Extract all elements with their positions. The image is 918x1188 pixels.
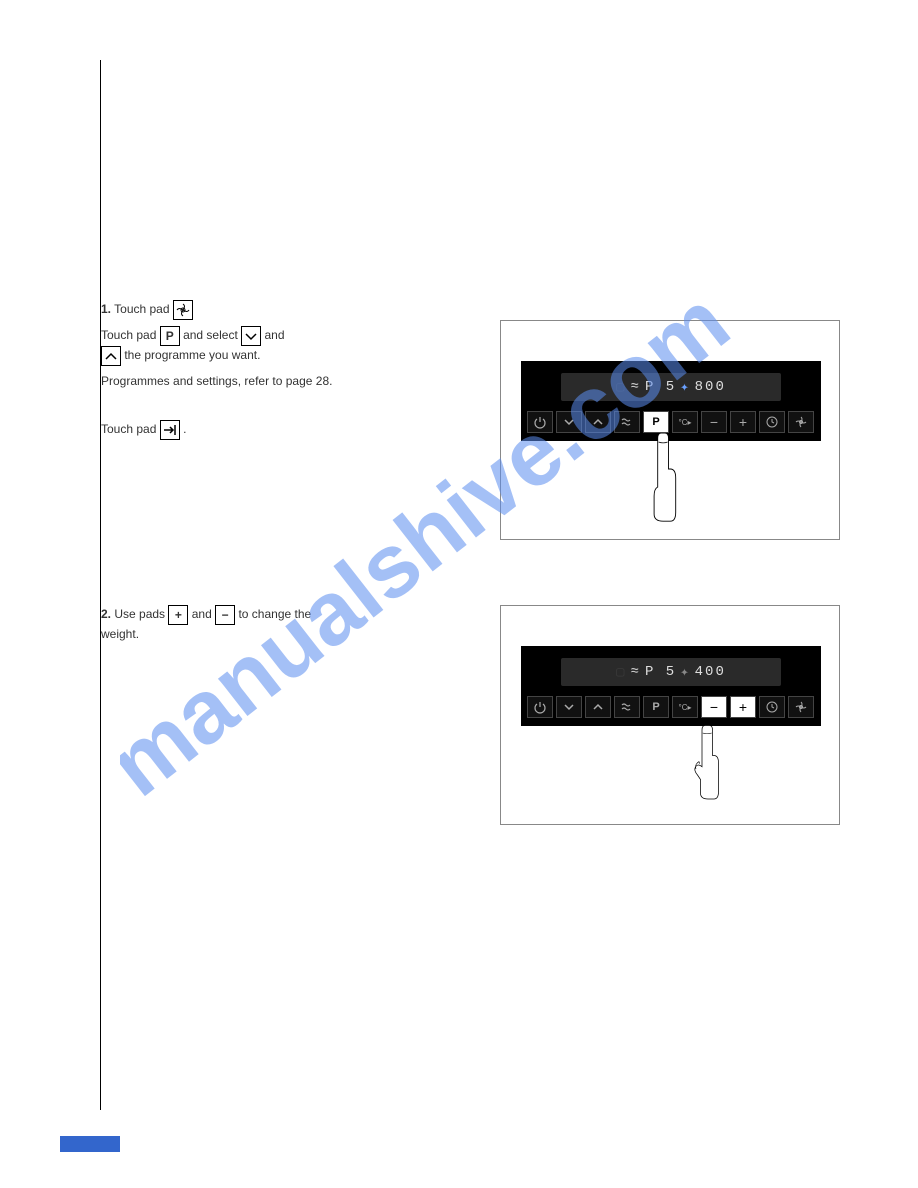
p-icon: P — [160, 326, 180, 346]
panel2-btn-down[interactable] — [556, 696, 582, 718]
display-2-right: 400 — [695, 664, 726, 680]
panel2-btn-temp[interactable]: °C▸ — [672, 696, 698, 718]
panel-btn-up[interactable] — [585, 411, 611, 433]
display-2: ▢ ≈ P 5 ✦ 400 — [561, 658, 781, 686]
chevron-up-icon — [101, 346, 121, 366]
step-1-line3: Programmes and settings, refer to page 2… — [101, 372, 441, 390]
finger-1 — [649, 433, 679, 523]
panel-btn-p[interactable]: P — [643, 411, 669, 433]
footer-bar — [60, 1136, 120, 1152]
button-row-1: P °C▸ − + — [527, 411, 814, 433]
step-2-line1: 2. Use pads + and − to change the — [101, 605, 441, 625]
display-1-left: P 5 — [645, 379, 676, 395]
figure-1: ▢ ≈ P 5 ✦ 800 P °C▸ − + — [500, 320, 840, 540]
panel2-btn-wave[interactable] — [614, 696, 640, 718]
figure-2: ▢ ≈ P 5 ✦ 400 P °C▸ − + — [500, 605, 840, 825]
finger-2 — [693, 718, 723, 808]
step-1-line2: Touch pad P and select and the programme… — [101, 326, 441, 366]
panel2-btn-fan[interactable] — [788, 696, 814, 718]
display-ghost-2: ▢ — [616, 664, 626, 681]
control-panel-2: ▢ ≈ P 5 ✦ 400 P °C▸ − + — [521, 646, 821, 726]
step-1-line4: Touch pad . — [101, 420, 441, 440]
panel-btn-clock[interactable] — [759, 411, 785, 433]
panel-btn-temp[interactable]: °C▸ — [672, 411, 698, 433]
step-2: 2. Use pads + and − to change the weight… — [101, 605, 441, 643]
panel2-btn-clock[interactable] — [759, 696, 785, 718]
step-2-number: 2. — [101, 607, 111, 621]
manual-page: 1. Touch pad Touch pad P and select and … — [100, 60, 840, 1110]
step-1-line1: 1. Touch pad — [101, 300, 441, 320]
step-1: 1. Touch pad Touch pad P and select and … — [101, 300, 441, 440]
step-1-number: 1. — [101, 302, 111, 316]
panel-btn-power[interactable] — [527, 411, 553, 433]
panel2-btn-p[interactable]: P — [643, 696, 669, 718]
panel-btn-down[interactable] — [556, 411, 582, 433]
button-row-2: P °C▸ − + — [527, 696, 814, 718]
panel2-btn-minus[interactable]: − — [701, 696, 727, 718]
panel2-btn-up[interactable] — [585, 696, 611, 718]
plus-icon: + — [168, 605, 188, 625]
step-2-line2: weight. — [101, 625, 441, 643]
display-1: ▢ ≈ P 5 ✦ 800 — [561, 373, 781, 401]
panel2-btn-plus[interactable]: + — [730, 696, 756, 718]
minus-icon: − — [215, 605, 235, 625]
control-panel-1: ▢ ≈ P 5 ✦ 800 P °C▸ − + — [521, 361, 821, 441]
tab-arrow-icon — [160, 420, 180, 440]
panel-btn-minus[interactable]: − — [701, 411, 727, 433]
display-2-left: P 5 — [645, 664, 676, 680]
display-ghost: ▢ — [616, 379, 626, 396]
panel-btn-wave[interactable] — [614, 411, 640, 433]
panel-btn-plus[interactable]: + — [730, 411, 756, 433]
panel-btn-fan[interactable] — [788, 411, 814, 433]
display-1-right: 800 — [695, 379, 726, 395]
panel2-btn-power[interactable] — [527, 696, 553, 718]
fan-icon — [173, 300, 193, 320]
chevron-down-icon — [241, 326, 261, 346]
